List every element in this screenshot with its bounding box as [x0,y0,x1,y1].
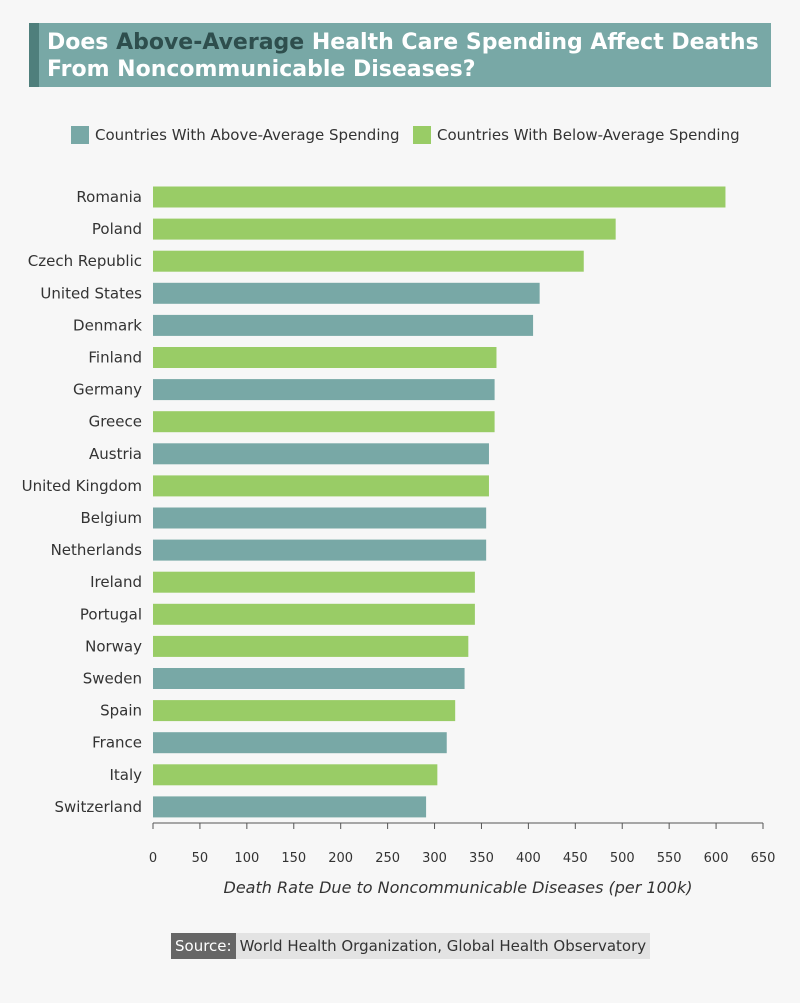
category-label: Italy [109,766,142,784]
bar [153,539,487,561]
category-label: United Kingdom [22,477,142,495]
title-suffix: Health Care Spending Affect Deaths From … [47,30,759,82]
bar [153,603,475,625]
title-bar: Does Above-Average Health Care Spending … [29,23,771,87]
category-label: Denmark [73,316,142,334]
category-label: Austria [89,445,142,463]
bar [153,347,497,368]
legend-below: Countries With Below-Average Spending [413,126,740,144]
category-label: Poland [92,220,142,238]
bar [153,571,475,593]
x-tick-label: 50 [192,851,209,866]
category-label: Sweden [83,670,142,688]
bar [153,700,456,722]
x-tick-label: 100 [234,851,259,866]
legend-swatch-above [71,126,89,144]
legend-above: Countries With Above-Average Spending [71,126,400,144]
x-tick-label: 600 [704,851,729,866]
bar [153,250,584,272]
x-tick-label: 200 [328,851,353,866]
bar [153,186,726,208]
bar [153,379,495,401]
category-label: Netherlands [51,541,143,559]
bar [153,732,447,754]
category-label: Switzerland [55,798,143,816]
category-label: Finland [88,349,142,367]
legend-label-above: Countries With Above-Average Spending [95,126,400,144]
legend-swatch-below [413,126,431,144]
x-tick-label: 650 [751,851,776,866]
category-label: United States [40,284,142,302]
source-note: Source: World Health Organization, Globa… [171,933,651,959]
title-highlight: Above-Average [116,30,305,55]
bar [153,314,534,336]
category-label: France [92,734,142,752]
category-label: Czech Republic [28,252,142,270]
title-prefix: Does [47,30,117,55]
bar [153,218,616,240]
bar [153,443,489,465]
bar [153,764,438,786]
x-tick-label: 350 [469,851,494,866]
x-tick-label: 0 [149,851,157,866]
x-tick-label: 150 [281,851,306,866]
category-label: Portugal [80,605,142,623]
bar [153,411,495,433]
legend-label-below: Countries With Below-Average Spending [437,126,740,144]
category-label: Ireland [90,573,142,591]
x-tick-label: 250 [375,851,400,866]
bar [153,668,465,689]
bar [153,475,489,497]
bar [153,635,469,657]
bar [153,507,487,529]
x-tick-label: 550 [657,851,682,866]
x-tick-label: 450 [563,851,588,866]
chart-title: Does Above-Average Health Care Spending … [47,29,763,83]
source-label: Source: [171,933,236,959]
bar [153,796,427,818]
x-tick-label: 400 [516,851,541,866]
category-label: Norway [85,637,142,655]
x-tick-label: 500 [610,851,635,866]
x-axis-title: Death Rate Due to Noncommunicable Diseas… [224,878,693,897]
bar [153,282,540,304]
category-label: Germany [73,381,142,399]
category-label: Greece [89,413,142,431]
source-text: World Health Organization, Global Health… [235,933,651,959]
category-label: Spain [100,702,142,720]
category-label: Romania [76,188,142,206]
category-label: Belgium [81,509,143,527]
bar-chart: Romania Poland Czech Republic United States… [22,186,776,897]
x-tick-label: 300 [422,851,447,866]
